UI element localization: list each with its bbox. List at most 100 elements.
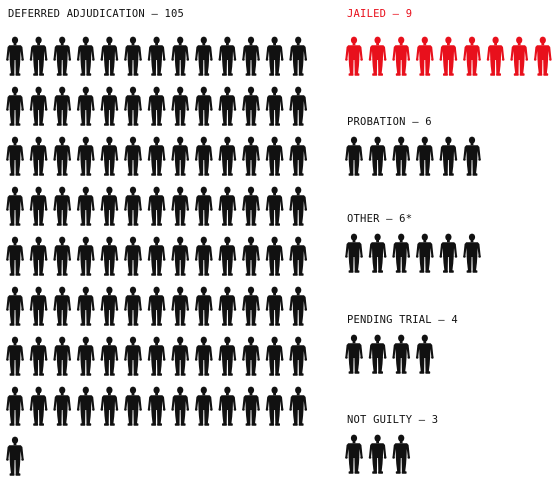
person-icon (194, 36, 213, 76)
person-icon (29, 86, 48, 126)
person-icon (218, 36, 237, 76)
person-icon (100, 36, 119, 76)
person-icon (53, 136, 72, 176)
icons-deferred (6, 36, 308, 476)
person-icon (53, 336, 72, 376)
person-icon (171, 286, 190, 326)
person-icon (29, 186, 48, 226)
person-icon (6, 336, 24, 376)
person-icon (345, 434, 363, 474)
person-icon (218, 286, 237, 326)
person-icon (368, 233, 387, 273)
person-icon (76, 386, 95, 426)
person-icon (76, 336, 95, 376)
person-icon (265, 386, 284, 426)
label-probation: PROBATION — 6 (347, 116, 432, 128)
person-icon (124, 186, 142, 226)
person-icon (100, 386, 119, 426)
person-icon (439, 233, 458, 273)
person-icon (265, 236, 284, 276)
icons-not-guilty (345, 434, 411, 474)
person-icon (147, 186, 166, 226)
person-icon (368, 434, 387, 474)
person-icon (242, 236, 260, 276)
person-icon (265, 86, 284, 126)
person-icon (124, 386, 142, 426)
person-icon (194, 386, 213, 426)
label-not-guilty: NOT GUILTY — 3 (347, 414, 438, 426)
person-icon (100, 86, 119, 126)
label-other: OTHER — 6* (347, 213, 412, 225)
person-icon (124, 286, 142, 326)
person-icon (29, 36, 48, 76)
person-icon (392, 136, 411, 176)
person-icon (76, 186, 95, 226)
person-icon (415, 36, 434, 76)
person-icon (218, 236, 237, 276)
person-icon (368, 334, 387, 374)
person-icon (289, 386, 308, 426)
icons-other (345, 233, 481, 273)
person-icon (147, 286, 166, 326)
person-icon (392, 36, 411, 76)
person-icon (6, 236, 24, 276)
person-icon (392, 233, 411, 273)
person-icon (53, 86, 72, 126)
person-icon (6, 286, 24, 326)
person-icon (194, 86, 213, 126)
person-icon (439, 136, 458, 176)
person-icon (392, 334, 411, 374)
person-icon (124, 36, 142, 76)
person-icon (76, 136, 95, 176)
person-icon (345, 136, 363, 176)
person-icon (533, 36, 552, 76)
person-icon (171, 36, 190, 76)
person-icon (392, 434, 411, 474)
label-deferred: DEFERRED ADJUDICATION — 105 (8, 8, 184, 20)
person-icon (242, 136, 260, 176)
person-icon (194, 236, 213, 276)
person-icon (76, 36, 95, 76)
person-icon (76, 286, 95, 326)
person-icon (147, 336, 166, 376)
person-icon (76, 86, 95, 126)
person-icon (265, 186, 284, 226)
label-jailed: JAILED — 9 (347, 8, 412, 20)
person-icon (218, 136, 237, 176)
person-icon (171, 236, 190, 276)
person-icon (6, 186, 24, 226)
person-icon (463, 136, 481, 176)
icons-pending (345, 334, 434, 374)
person-icon (463, 233, 481, 273)
person-icon (345, 36, 363, 76)
person-icon (415, 334, 434, 374)
person-icon (345, 334, 363, 374)
person-icon (218, 186, 237, 226)
person-icon (29, 386, 48, 426)
person-icon (6, 436, 24, 476)
person-icon (6, 36, 24, 76)
person-icon (147, 36, 166, 76)
person-icon (242, 36, 260, 76)
person-icon (76, 236, 95, 276)
person-icon (53, 286, 72, 326)
person-icon (289, 136, 308, 176)
person-icon (29, 336, 48, 376)
person-icon (289, 336, 308, 376)
person-icon (194, 336, 213, 376)
person-icon (147, 236, 166, 276)
person-icon (124, 86, 142, 126)
person-icon (124, 136, 142, 176)
person-icon (289, 36, 308, 76)
person-icon (147, 136, 166, 176)
person-icon (218, 336, 237, 376)
person-icon (265, 286, 284, 326)
person-icon (242, 386, 260, 426)
label-pending: PENDING TRIAL — 4 (347, 314, 458, 326)
person-icon (415, 233, 434, 273)
person-icon (6, 86, 24, 126)
person-icon (100, 286, 119, 326)
person-icon (289, 86, 308, 126)
person-icon (29, 236, 48, 276)
